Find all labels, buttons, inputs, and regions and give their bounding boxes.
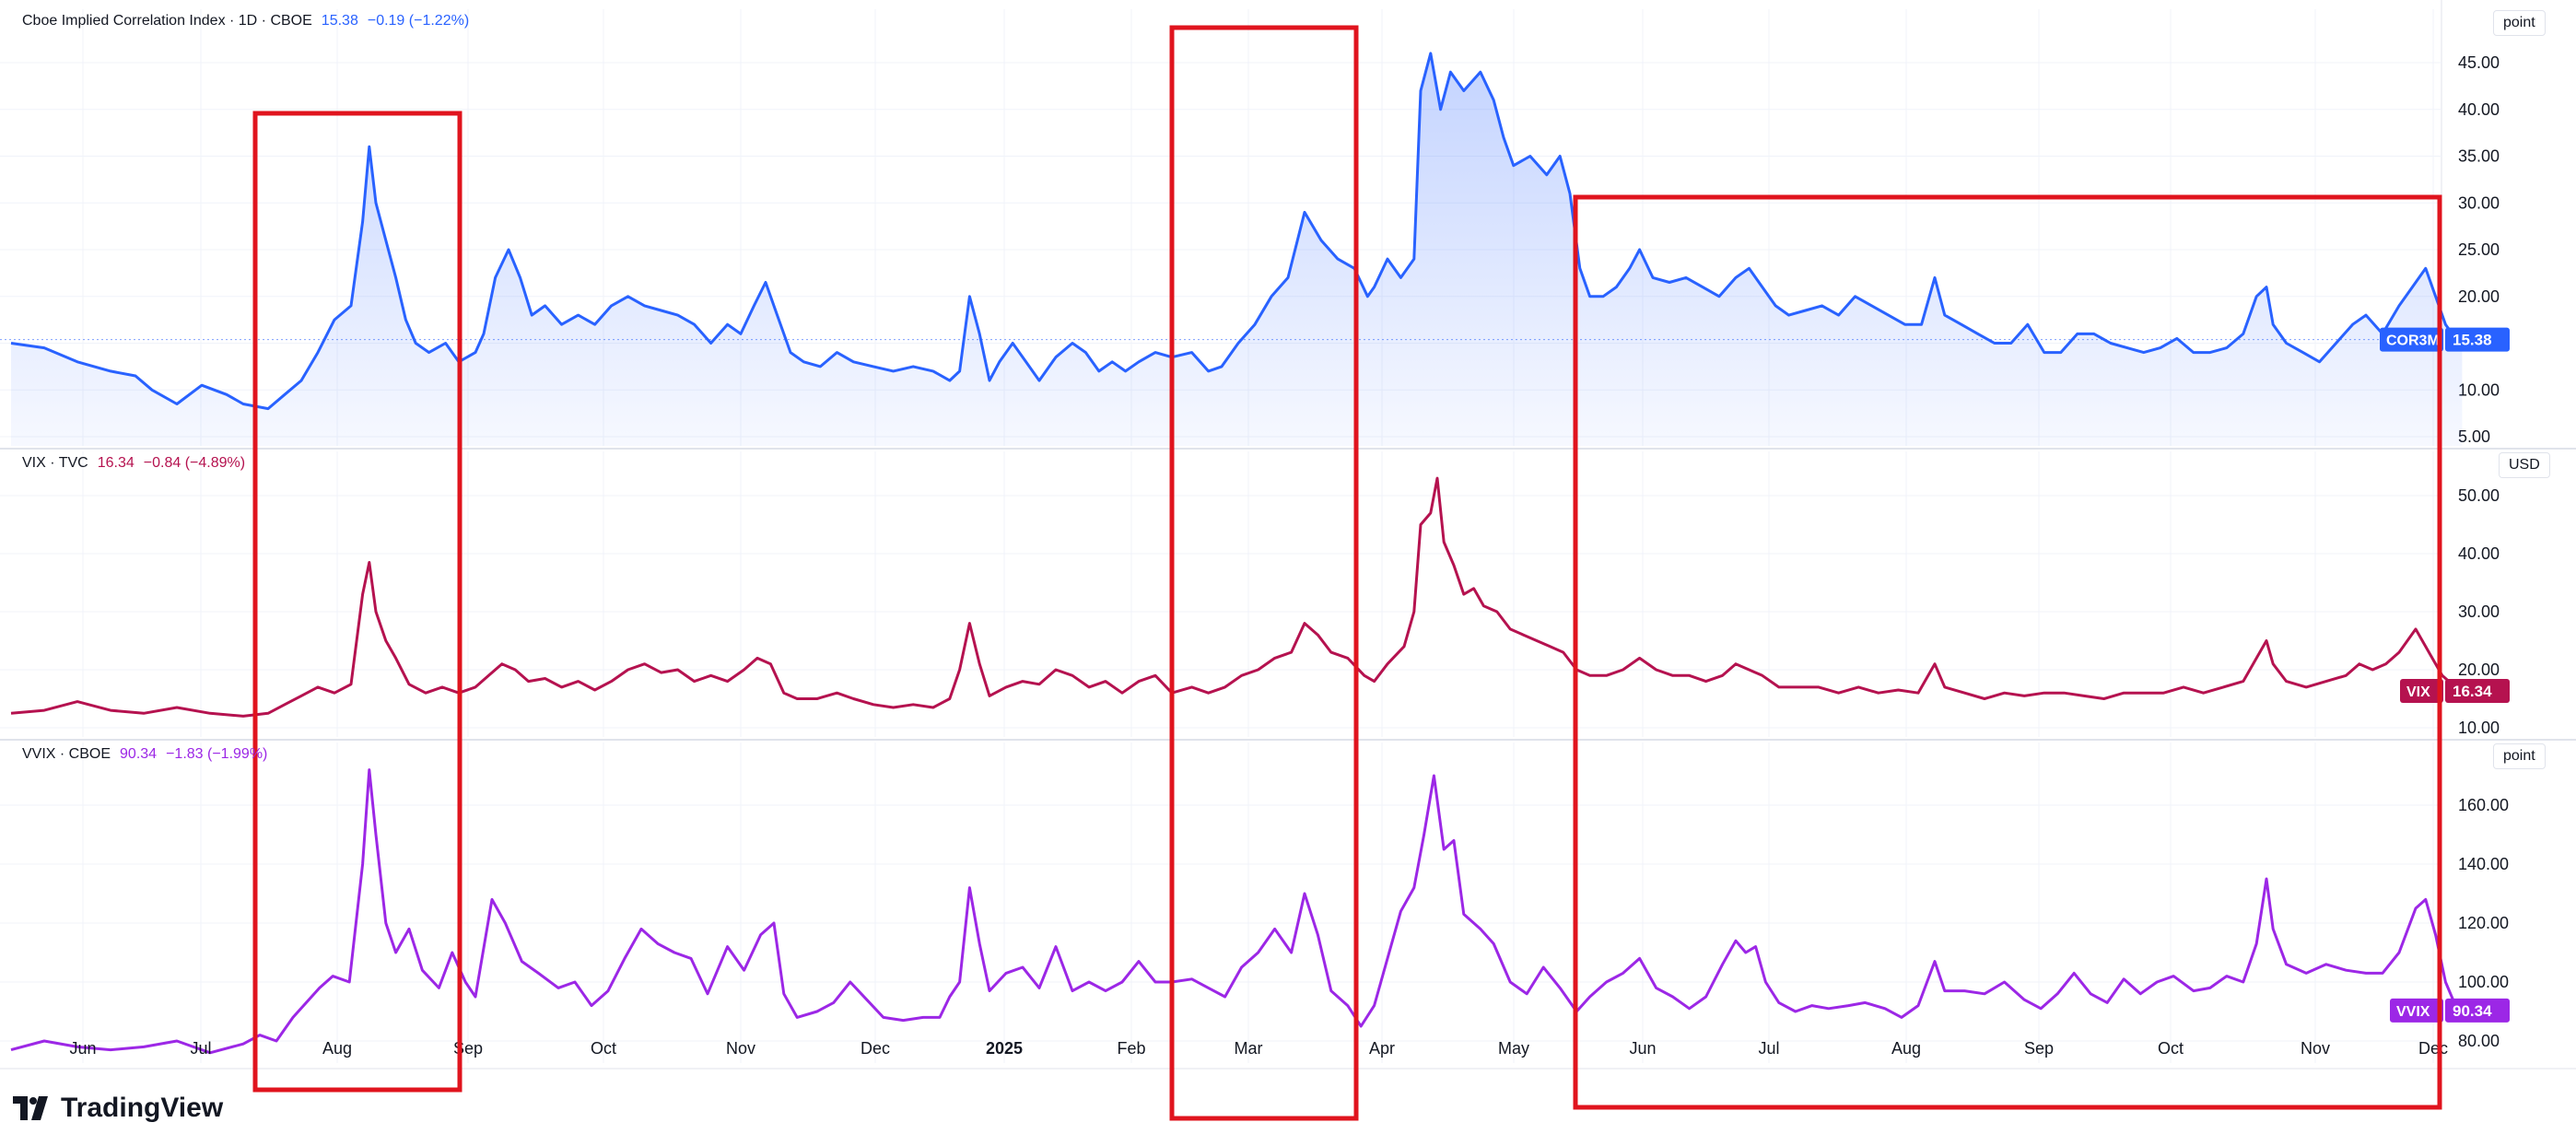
badge-value: 16.34: [2453, 683, 2492, 700]
y-tick-label: 5.00: [2458, 427, 2490, 446]
tradingview-logo-icon: [13, 1096, 48, 1120]
legend-change: −0.84 (−4.89%): [143, 455, 246, 471]
highlight-rectangle: [252, 111, 463, 1093]
y-tick-label: 10.00: [2458, 380, 2500, 399]
badge-label: VVIX: [2396, 1004, 2430, 1020]
y-tick-label: 30.00: [2458, 602, 2500, 621]
legend-cor3m[interactable]: Cboe Implied Correlation Index · 1D · CB…: [22, 13, 469, 29]
y-tick-label: 45.00: [2458, 53, 2500, 72]
legend-vvix[interactable]: VVIX · CBOE 90.34 −1.83 (−1.99%): [22, 746, 267, 763]
x-tick-label: Jun: [1629, 1039, 1656, 1058]
x-tick-label: Oct: [2158, 1039, 2184, 1058]
x-tick-label: Aug: [322, 1039, 352, 1058]
x-tick-label: Nov: [726, 1039, 755, 1058]
legend-last-value: 16.34: [97, 455, 135, 471]
brand-name: TradingView: [61, 1093, 224, 1123]
x-tick-label: Jul: [190, 1039, 211, 1058]
legend-change: −0.19 (−1.22%): [367, 13, 470, 29]
y-tick-label: 40.00: [2458, 100, 2500, 119]
x-tick-label: Jul: [1758, 1039, 1779, 1058]
y-tick-label: 100.00: [2458, 973, 2509, 991]
unit-selector-cor3m[interactable]: point: [2493, 10, 2546, 36]
legend-last-value: 15.38: [321, 13, 358, 29]
x-tick-label: Feb: [1117, 1039, 1145, 1058]
x-tick-label: Dec: [2418, 1039, 2448, 1058]
tradingview-logo[interactable]: TradingView: [13, 1093, 223, 1124]
badge-value: 90.34: [2453, 1002, 2492, 1020]
x-tick-label: Mar: [1235, 1039, 1263, 1058]
x-tick-label: Nov: [2301, 1039, 2330, 1058]
badge-value: 15.38: [2453, 332, 2492, 349]
y-tick-label: 80.00: [2458, 1032, 2500, 1050]
last-value-badge-vix: VIX 16.34: [2400, 679, 2510, 704]
y-tick-label: 25.00: [2458, 240, 2500, 259]
grid-lines: [0, 0, 2576, 1070]
y-tick-label: 50.00: [2458, 486, 2500, 505]
y-tick-label: 120.00: [2458, 914, 2509, 932]
highlight-rectangle: [1573, 194, 2442, 1110]
highlight-boxes: [252, 25, 2442, 1121]
x-tick-label: May: [1498, 1039, 1529, 1058]
x-tick-label: Aug: [1891, 1039, 1921, 1058]
legend-title: VIX · TVC: [22, 455, 88, 471]
y-tick-label: 20.00: [2458, 661, 2500, 679]
y-tick-label: 20.00: [2458, 287, 2500, 306]
series-line-vvix[interactable]: [10, 768, 2464, 1055]
series-area-cor3m: [11, 53, 2463, 447]
x-tick-label: Apr: [1369, 1039, 1395, 1058]
series-line-cor3m[interactable]: [10, 52, 2463, 411]
legend-change: −1.83 (−1.99%): [166, 746, 268, 762]
x-axis: Jun Jul Aug Sep Oct Nov Dec 2025 Feb Mar Apr May Jun…: [69, 1039, 2448, 1058]
x-tick-label: Dec: [861, 1039, 890, 1058]
unit-selector-vix[interactable]: USD: [2499, 452, 2550, 478]
last-value-badge-vvix: VVIX 90.34: [2390, 998, 2510, 1023]
x-tick-label: Jun: [69, 1039, 96, 1058]
last-value-badge-cor3m: COR3M 15.38: [2380, 327, 2510, 352]
badge-label: VIX: [2406, 684, 2430, 700]
pane-cor3m[interactable]: 45.0040.0035.0030.0025.0020.0015.0010.00…: [0, 52, 2510, 447]
legend-title: VVIX · CBOE: [22, 746, 111, 762]
y-tick-label: 30.00: [2458, 193, 2500, 212]
x-tick-label: Sep: [2024, 1039, 2054, 1058]
highlight-rectangle: [1169, 25, 1359, 1121]
y-tick-label: 40.00: [2458, 544, 2500, 563]
badge-label: COR3M: [2386, 333, 2440, 349]
pane-vvix[interactable]: 160.00 140.00 120.00 100.00 80.00 VVIX 90.34: [10, 768, 2510, 1055]
legend-last-value: 90.34: [120, 746, 158, 762]
pane-vix[interactable]: 50.00 40.00 30.00 20.00 10.00 VIX 16.34: [10, 476, 2510, 737]
series-line-vix[interactable]: [10, 476, 2464, 718]
y-tick-label: 140.00: [2458, 855, 2509, 873]
y-tick-label: 10.00: [2458, 719, 2500, 737]
y-tick-label: 35.00: [2458, 147, 2500, 166]
legend-title: Cboe Implied Correlation Index · 1D · CB…: [22, 13, 312, 29]
y-tick-label: 160.00: [2458, 796, 2509, 814]
legend-vix[interactable]: VIX · TVC 16.34 −0.84 (−4.89%): [22, 455, 245, 472]
x-tick-label: Oct: [591, 1039, 616, 1058]
unit-selector-vvix[interactable]: point: [2493, 743, 2546, 769]
x-tick-label: 2025: [986, 1039, 1023, 1058]
